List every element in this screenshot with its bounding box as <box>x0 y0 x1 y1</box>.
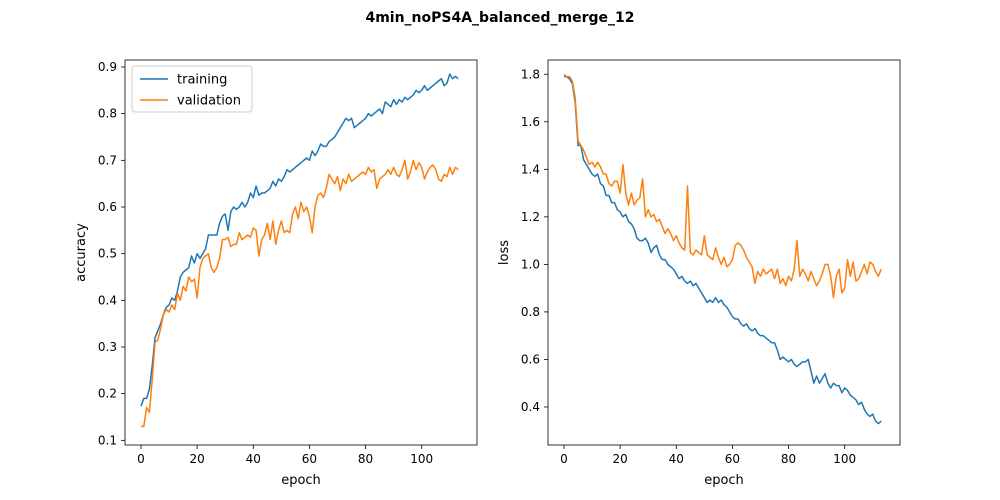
accuracy-y-tick-label: 0.4 <box>98 293 117 307</box>
loss-x-tick-label: 20 <box>612 452 627 466</box>
loss-x-tick-label: 60 <box>725 452 740 466</box>
loss-x-tick-label: 40 <box>669 452 684 466</box>
loss-y-tick-label: 1.6 <box>521 115 540 129</box>
accuracy-series-validation <box>141 159 459 428</box>
loss-y-tick-label: 1.4 <box>521 162 540 176</box>
legend-label-training: training <box>177 73 227 88</box>
accuracy-x-tick-label: 40 <box>246 452 261 466</box>
loss-series-validation <box>563 73 882 299</box>
accuracy-y-tick-label: 0.8 <box>98 107 117 121</box>
accuracy-x-tick-label: 0 <box>137 452 145 466</box>
legend-label-validation: validation <box>177 94 241 109</box>
accuracy-y-tick-label: 0.6 <box>98 200 117 214</box>
accuracy-y-axis-label: accuracy <box>74 223 89 282</box>
loss-x-tick-label: 80 <box>781 452 796 466</box>
legend: training validation <box>131 65 253 113</box>
accuracy-y-tick-label: 0.2 <box>98 387 117 401</box>
accuracy-x-axis-label: epoch <box>281 473 321 488</box>
accuracy-y-tick-label: 0.3 <box>98 340 117 354</box>
accuracy-x-tick-label: 80 <box>358 452 373 466</box>
accuracy-y-tick-label: 0.5 <box>98 247 117 261</box>
loss-series-training <box>564 75 882 425</box>
loss-y-axis-label: loss <box>497 240 512 265</box>
accuracy-y-tick-label: 0.7 <box>98 153 117 167</box>
loss-y-tick-label: 0.6 <box>521 352 540 366</box>
loss-x-axis-label: epoch <box>704 473 744 488</box>
accuracy-x-tick-label: 60 <box>302 452 317 466</box>
figure-title: 4min_noPS4A_balanced_merge_12 <box>365 10 634 26</box>
loss-chart: 0 20 40 60 80 100 0.4 0.6 0.8 1.0 1.2 1.4 1.6 1.8 epoc… <box>497 59 901 488</box>
accuracy-series-training <box>140 73 459 407</box>
accuracy-x-tick-label: 100 <box>410 452 433 466</box>
accuracy-x-tick-label: 20 <box>189 452 204 466</box>
loss-y-tick-label: 0.4 <box>521 400 540 414</box>
loss-x-tick-label: 0 <box>560 452 568 466</box>
accuracy-axes-frame <box>124 59 478 446</box>
loss-x-tick-label: 100 <box>833 452 856 466</box>
loss-y-tick-label: 0.8 <box>521 305 540 319</box>
accuracy-y-tick-label: 0.1 <box>98 433 117 447</box>
loss-y-tick-label: 1.2 <box>521 210 540 224</box>
loss-y-tick-label: 1.0 <box>521 257 540 271</box>
accuracy-y-tick-label: 0.9 <box>98 60 117 74</box>
loss-axes-frame <box>547 59 901 446</box>
accuracy-chart: 0 20 40 60 80 100 0.1 0.2 0.3 0.4 0.5 0.6 0.7 0.8 0.9 e… <box>74 59 478 488</box>
loss-y-tick-label: 1.8 <box>521 67 540 81</box>
